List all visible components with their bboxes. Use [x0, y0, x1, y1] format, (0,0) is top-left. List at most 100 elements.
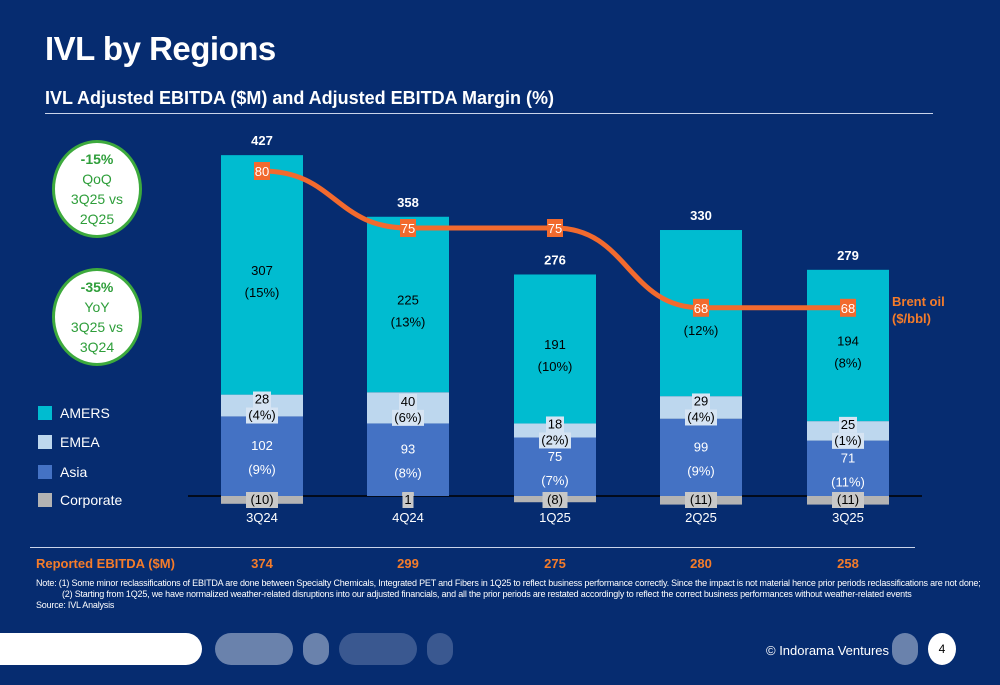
note-2: (2) Starting from 1Q25, we have normaliz… — [62, 589, 912, 599]
corporate-value: (11) — [837, 492, 859, 507]
emea-margin-bg — [246, 407, 278, 424]
page-number: 4 — [928, 633, 956, 665]
emea-value: 40 — [401, 394, 415, 409]
decor-pill — [892, 633, 918, 665]
brent-value: 68 — [694, 301, 708, 316]
emea-margin-bg — [539, 432, 571, 449]
amers-value: 307 — [251, 263, 273, 278]
bar-amers — [807, 269, 889, 422]
emea-margin: (4%) — [687, 409, 714, 424]
yoy-value: -35% — [80, 279, 114, 295]
asia-margin: (9%) — [687, 463, 714, 478]
yoy-callout: -35% YoY 3Q25 vs 3Q24 — [52, 268, 142, 366]
corporate-value-bg — [246, 492, 278, 508]
note-1: Note: (1) Some minor reclassifications o… — [36, 578, 981, 588]
emea-margin-bg — [392, 409, 424, 426]
bar-amers — [221, 155, 303, 395]
legend-asia: Asia — [38, 464, 87, 480]
corporate-value-bg — [685, 492, 717, 508]
brent-value: 68 — [841, 301, 855, 316]
legend-corporate: Corporate — [38, 492, 122, 508]
yoy-label: YoY — [84, 299, 110, 315]
asia-value: 75 — [548, 449, 562, 464]
divider — [30, 547, 915, 548]
asia-margin: (11%) — [831, 474, 865, 489]
x-tick-label: 2Q25 — [685, 510, 717, 525]
source-note: Source: IVL Analysis — [36, 600, 115, 610]
legend-emea: EMEA — [38, 434, 100, 450]
emea-value-bg — [546, 416, 564, 433]
legend-amers: AMERS — [38, 405, 110, 421]
amers-margin: (10%) — [538, 359, 573, 374]
divider — [45, 113, 933, 114]
x-tick-label: 3Q25 — [832, 510, 864, 525]
amers-value: 194 — [837, 333, 859, 348]
yoy-label: 3Q24 — [79, 339, 115, 355]
corporate-value-bg — [402, 492, 414, 508]
total-label: 279 — [837, 248, 859, 263]
amers-margin: (8%) — [834, 355, 861, 370]
brent-marker — [840, 298, 856, 317]
emea-margin: (6%) — [394, 410, 421, 425]
emea-value: 29 — [694, 393, 708, 408]
asia-margin: (7%) — [541, 473, 568, 488]
asia-value: 71 — [841, 450, 855, 465]
page-title: IVL by Regions — [45, 30, 276, 67]
bar-asia — [367, 423, 449, 496]
decor-pill — [0, 633, 202, 665]
chart-subtitle: IVL Adjusted EBITDA ($M) and Adjusted EB… — [45, 88, 555, 108]
bar-amers — [514, 274, 596, 424]
bar-asia — [660, 418, 742, 496]
asia-margin: (9%) — [248, 462, 275, 477]
asia-value: 93 — [401, 442, 415, 457]
qoq-label: QoQ — [82, 171, 112, 187]
decor-pill — [215, 633, 293, 665]
reported-ebitda-value: 280 — [690, 556, 712, 571]
reported-ebitda-value: 258 — [837, 556, 859, 571]
emea-value-bg — [839, 416, 857, 433]
brent-marker — [254, 162, 270, 180]
brent-value: 80 — [255, 164, 269, 179]
emea-value: 18 — [548, 416, 562, 431]
amers-value: 225 — [397, 293, 419, 308]
reported-ebitda-value: 275 — [544, 556, 566, 571]
brent-label: Brent oil ($/bbl) — [892, 294, 945, 326]
total-label: 276 — [544, 252, 566, 267]
emea-value-bg — [399, 393, 417, 410]
qoq-callout: -15% QoQ 3Q25 vs 2Q25 — [52, 140, 142, 238]
amers-margin: (12%) — [684, 323, 719, 338]
reported-ebitda-label: Reported EBITDA ($M) — [36, 556, 175, 571]
brent-value: 75 — [401, 221, 415, 236]
emea-value: 28 — [255, 392, 269, 407]
qoq-label: 2Q25 — [79, 211, 115, 227]
brent-marker — [400, 219, 416, 237]
emea-margin: (1%) — [834, 433, 861, 448]
emea-value-bg — [253, 391, 271, 408]
yoy-label: 3Q25 vs — [70, 319, 124, 335]
total-label: 427 — [251, 133, 273, 148]
emea-margin-bg — [685, 409, 717, 426]
corporate-value: 1 — [404, 492, 411, 507]
amers-margin: (13%) — [391, 315, 426, 330]
brent-marker — [693, 298, 709, 317]
x-tick-label: 3Q24 — [246, 510, 278, 525]
reported-ebitda-value: 374 — [251, 556, 273, 571]
x-tick-label: 1Q25 — [539, 510, 571, 525]
x-tick-label: 4Q24 — [392, 510, 424, 525]
qoq-value: -15% — [80, 151, 114, 167]
asia-margin: (8%) — [394, 466, 421, 481]
decor-pill — [303, 633, 329, 665]
corporate-value: (11) — [690, 492, 712, 507]
emea-margin: (4%) — [248, 408, 275, 423]
emea-value: 25 — [841, 417, 855, 432]
amers-margin: (15%) — [245, 285, 280, 300]
notes: Note: (1) Some minor reclassifications o… — [36, 578, 996, 611]
decor-pill — [339, 633, 417, 665]
copyright: © Indorama Ventures — [766, 643, 890, 658]
corporate-value-bg — [832, 492, 864, 508]
bar-amers — [367, 216, 449, 393]
bar-asia — [807, 440, 889, 496]
emea-value-bg — [692, 393, 710, 410]
asia-value: 99 — [694, 439, 708, 454]
